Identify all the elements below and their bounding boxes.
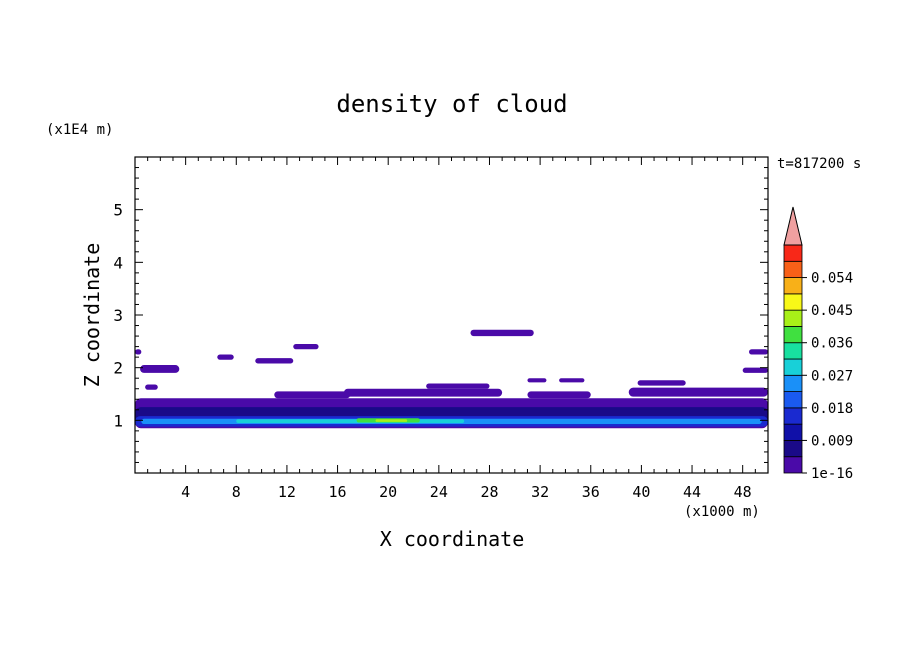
x-tick-label: 36: [582, 483, 600, 501]
contour-region: [637, 380, 686, 386]
colorbar-tick-label: 0.018: [811, 401, 853, 417]
contour-region: [274, 391, 351, 399]
time-label: t=817200 s: [777, 156, 861, 172]
x-tick-label: 16: [329, 483, 347, 501]
colorbar-swatch: [783, 260, 803, 278]
contour-region: [217, 354, 234, 360]
x-tick-label: 48: [734, 483, 752, 501]
x-unit-label: (x1000 m): [684, 504, 760, 520]
x-tick-label: 24: [430, 483, 448, 501]
x-axis: 4 8 12 16 20 24 28 32 36 40 44 48: [147, 157, 756, 501]
colorbar: 1e-16 0.009 0.018 0.027 0.036 0.045 0.054: [783, 206, 853, 482]
colorbar-swatch: [783, 293, 803, 311]
colorbar-tick-label: 0.045: [811, 303, 853, 319]
y-tick-label: 2: [113, 359, 123, 378]
colorbar-tick-label: 1e-16: [811, 466, 853, 482]
colorbar-swatch: [783, 309, 803, 327]
y-tick-label: 5: [113, 201, 123, 220]
x-tick-label: 20: [379, 483, 397, 501]
colorbar-tick-label: 0.036: [811, 336, 853, 352]
contour-region: [527, 391, 591, 399]
colorbar-swatch: [783, 342, 803, 360]
chart-title: density of cloud: [336, 90, 567, 118]
colorbar-tick-label: 0.009: [811, 433, 853, 449]
y-tick-label: 3: [113, 306, 123, 325]
x-tick-label: 4: [181, 483, 190, 501]
contour-region: [255, 358, 294, 364]
colorbar-swatch: [783, 440, 803, 458]
contour-region: [426, 383, 490, 389]
contour-region: [375, 419, 408, 422]
x-tick-label: 44: [683, 483, 701, 501]
colorbar-swatch: [783, 244, 803, 262]
colorbar-swatch: [783, 326, 803, 344]
contour-region: [628, 387, 768, 397]
contour-region: [145, 384, 158, 390]
contour-region: [343, 388, 503, 397]
colorbar-swatch: [783, 277, 803, 295]
contour-region: [527, 378, 547, 383]
colorbar-extend-arrow: [783, 206, 803, 246]
x-axis-label: X coordinate: [380, 527, 525, 551]
x-tick-label: 12: [278, 483, 296, 501]
contour-region: [293, 343, 319, 350]
x-tick-label: 40: [632, 483, 650, 501]
colorbar-tick-label: 0.027: [811, 368, 853, 384]
contour-region: [742, 367, 768, 373]
y-axis-label: Z coordinate: [80, 243, 104, 388]
colorbar-swatch: [783, 391, 803, 409]
y-tick-label: 1: [113, 411, 123, 430]
plot-regions: [135, 329, 768, 429]
contour-region: [140, 365, 180, 373]
y-axis: 1 2 3 4 5: [113, 167, 768, 463]
x-tick-label: 28: [480, 483, 498, 501]
contour-region: [135, 349, 142, 355]
colorbar-swatch: [783, 423, 803, 441]
colorbar-swatch: [783, 407, 803, 425]
colorbar-swatch: [783, 456, 803, 474]
contour-region: [236, 419, 465, 423]
y-tick-label: 4: [113, 253, 123, 272]
x-tick-label: 32: [531, 483, 549, 501]
contour-region: [559, 378, 585, 383]
y-unit-label: (x1E4 m): [46, 122, 113, 138]
contour-region: [749, 349, 768, 355]
x-tick-label: 8: [232, 483, 241, 501]
colorbar-swatch: [783, 374, 803, 392]
colorbar-tick-label: 0.054: [811, 271, 853, 287]
colorbar-swatch: [783, 358, 803, 376]
contour-region: [470, 329, 534, 337]
